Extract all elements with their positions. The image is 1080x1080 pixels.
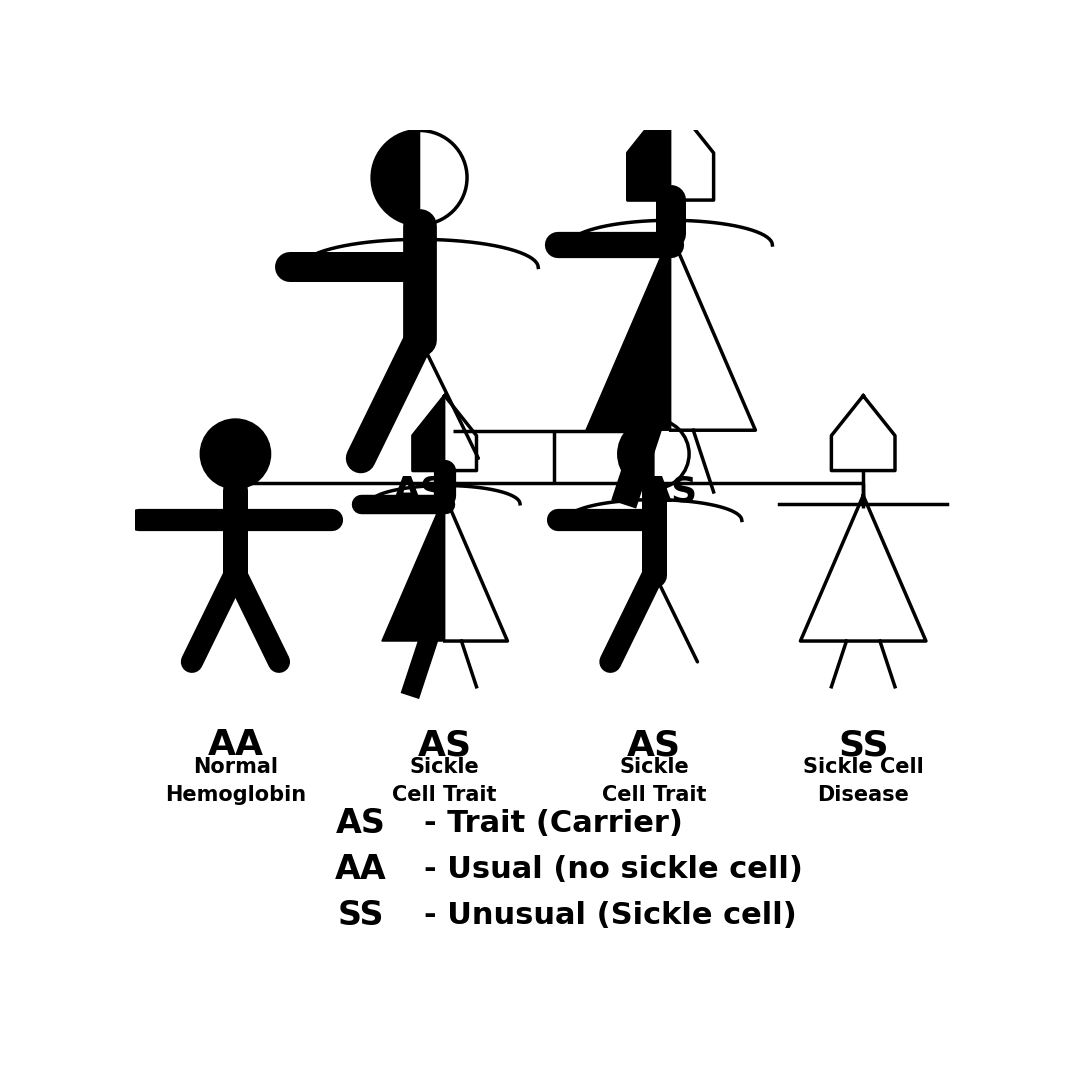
Wedge shape bbox=[619, 419, 653, 489]
Text: AS: AS bbox=[392, 475, 447, 509]
Text: AA: AA bbox=[335, 853, 387, 887]
Text: AA: AA bbox=[207, 728, 264, 762]
Text: - Unusual (Sickle cell): - Unusual (Sickle cell) bbox=[423, 901, 797, 930]
Text: SS: SS bbox=[838, 728, 889, 762]
Polygon shape bbox=[627, 99, 671, 200]
Text: AS: AS bbox=[626, 728, 681, 762]
Text: - Trait (Carrier): - Trait (Carrier) bbox=[423, 810, 683, 838]
Text: Cell Trait: Cell Trait bbox=[392, 785, 497, 805]
Text: Sickle Cell: Sickle Cell bbox=[802, 757, 923, 778]
Text: Cell Trait: Cell Trait bbox=[602, 785, 706, 805]
Polygon shape bbox=[382, 496, 445, 642]
Text: AS: AS bbox=[644, 475, 698, 509]
Text: Hemoglobin: Hemoglobin bbox=[165, 785, 306, 805]
Text: Disease: Disease bbox=[818, 785, 909, 805]
Text: AS: AS bbox=[336, 808, 386, 840]
Text: Normal: Normal bbox=[193, 757, 278, 778]
Polygon shape bbox=[413, 395, 445, 471]
Text: - Usual (no sickle cell): - Usual (no sickle cell) bbox=[423, 855, 802, 885]
Text: AS: AS bbox=[418, 728, 472, 762]
Text: Sickle: Sickle bbox=[619, 757, 689, 778]
Wedge shape bbox=[373, 131, 420, 225]
Text: SS: SS bbox=[338, 899, 384, 932]
Text: Sickle: Sickle bbox=[409, 757, 480, 778]
Circle shape bbox=[200, 419, 271, 489]
Polygon shape bbox=[586, 233, 671, 430]
